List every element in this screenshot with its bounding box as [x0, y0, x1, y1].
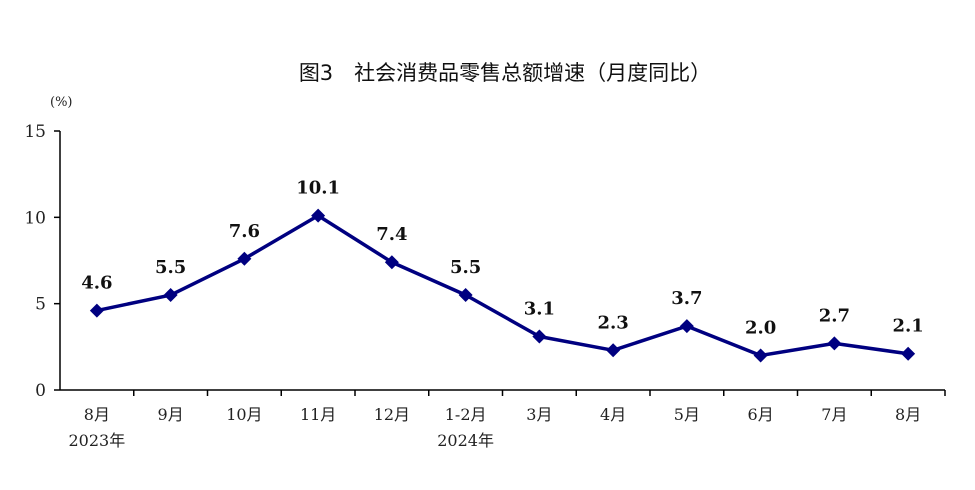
- data-label: 10.1: [296, 178, 340, 199]
- data-point-marker: [606, 343, 621, 358]
- y-tick-label: 0: [35, 381, 46, 401]
- data-point-marker: [827, 336, 842, 351]
- data-label: 2.0: [745, 317, 776, 338]
- x-tick-label: 10月: [226, 405, 262, 424]
- data-label: 2.3: [597, 312, 628, 333]
- x-tick-label: 8月: [84, 405, 110, 424]
- data-label: 5.5: [155, 257, 186, 278]
- data-point-marker: [753, 348, 768, 363]
- chart-title: 图3 社会消费品零售总额增速（月度同比）: [299, 61, 711, 85]
- y-tick-label: 10: [24, 208, 46, 228]
- data-point-marker: [384, 255, 399, 270]
- x-tick-label: 1-2月: [445, 405, 487, 424]
- y-tick-label: 5: [35, 295, 46, 315]
- x-tick-label: 4月: [600, 405, 626, 424]
- data-label: 2.7: [819, 305, 850, 326]
- x-tick-label: 6月: [748, 405, 774, 424]
- data-point-marker: [901, 346, 916, 361]
- year-label: 2024年: [437, 431, 494, 450]
- data-label: 4.6: [81, 273, 112, 294]
- data-label: 3.7: [671, 288, 702, 309]
- x-tick-label: 11月: [300, 405, 336, 424]
- data-point-marker: [89, 303, 104, 318]
- data-label: 3.1: [524, 298, 555, 319]
- data-point-marker: [532, 329, 547, 344]
- x-tick-label: 3月: [526, 405, 552, 424]
- x-tick-label: 8月: [895, 405, 921, 424]
- year-label: 2023年: [69, 431, 126, 450]
- y-axis-unit: (%): [50, 95, 73, 110]
- data-point-marker: [311, 208, 326, 223]
- y-axis-ticks: 0 5 10 15: [24, 122, 60, 401]
- data-label: 5.5: [450, 257, 481, 278]
- series-line: [96, 213, 909, 358]
- data-point-marker: [237, 251, 252, 266]
- x-tick-label: 12月: [374, 405, 410, 424]
- data-label: 7.4: [376, 224, 407, 245]
- x-tick-label: 7月: [821, 405, 847, 424]
- data-point-marker: [458, 288, 473, 303]
- data-label: 7.6: [229, 221, 260, 242]
- data-label: 2.1: [892, 316, 923, 337]
- data-point-marker: [679, 319, 694, 334]
- x-axis-ticks: 8月 9月 10月 11月 12月 1-2月 3月 4月 5月 6月 7月 8月 2023年 2024年: [69, 390, 946, 450]
- x-tick-label: 5月: [674, 405, 700, 424]
- y-tick-label: 15: [24, 122, 46, 142]
- data-labels: 4.6 5.5 7.6 10.1 7.4 5.5 3.1 2.3 3.7 2.0 2.7 2.1: [81, 178, 924, 339]
- x-tick-label: 9月: [158, 405, 184, 424]
- series-markers: [89, 208, 916, 363]
- data-point-marker: [163, 288, 178, 303]
